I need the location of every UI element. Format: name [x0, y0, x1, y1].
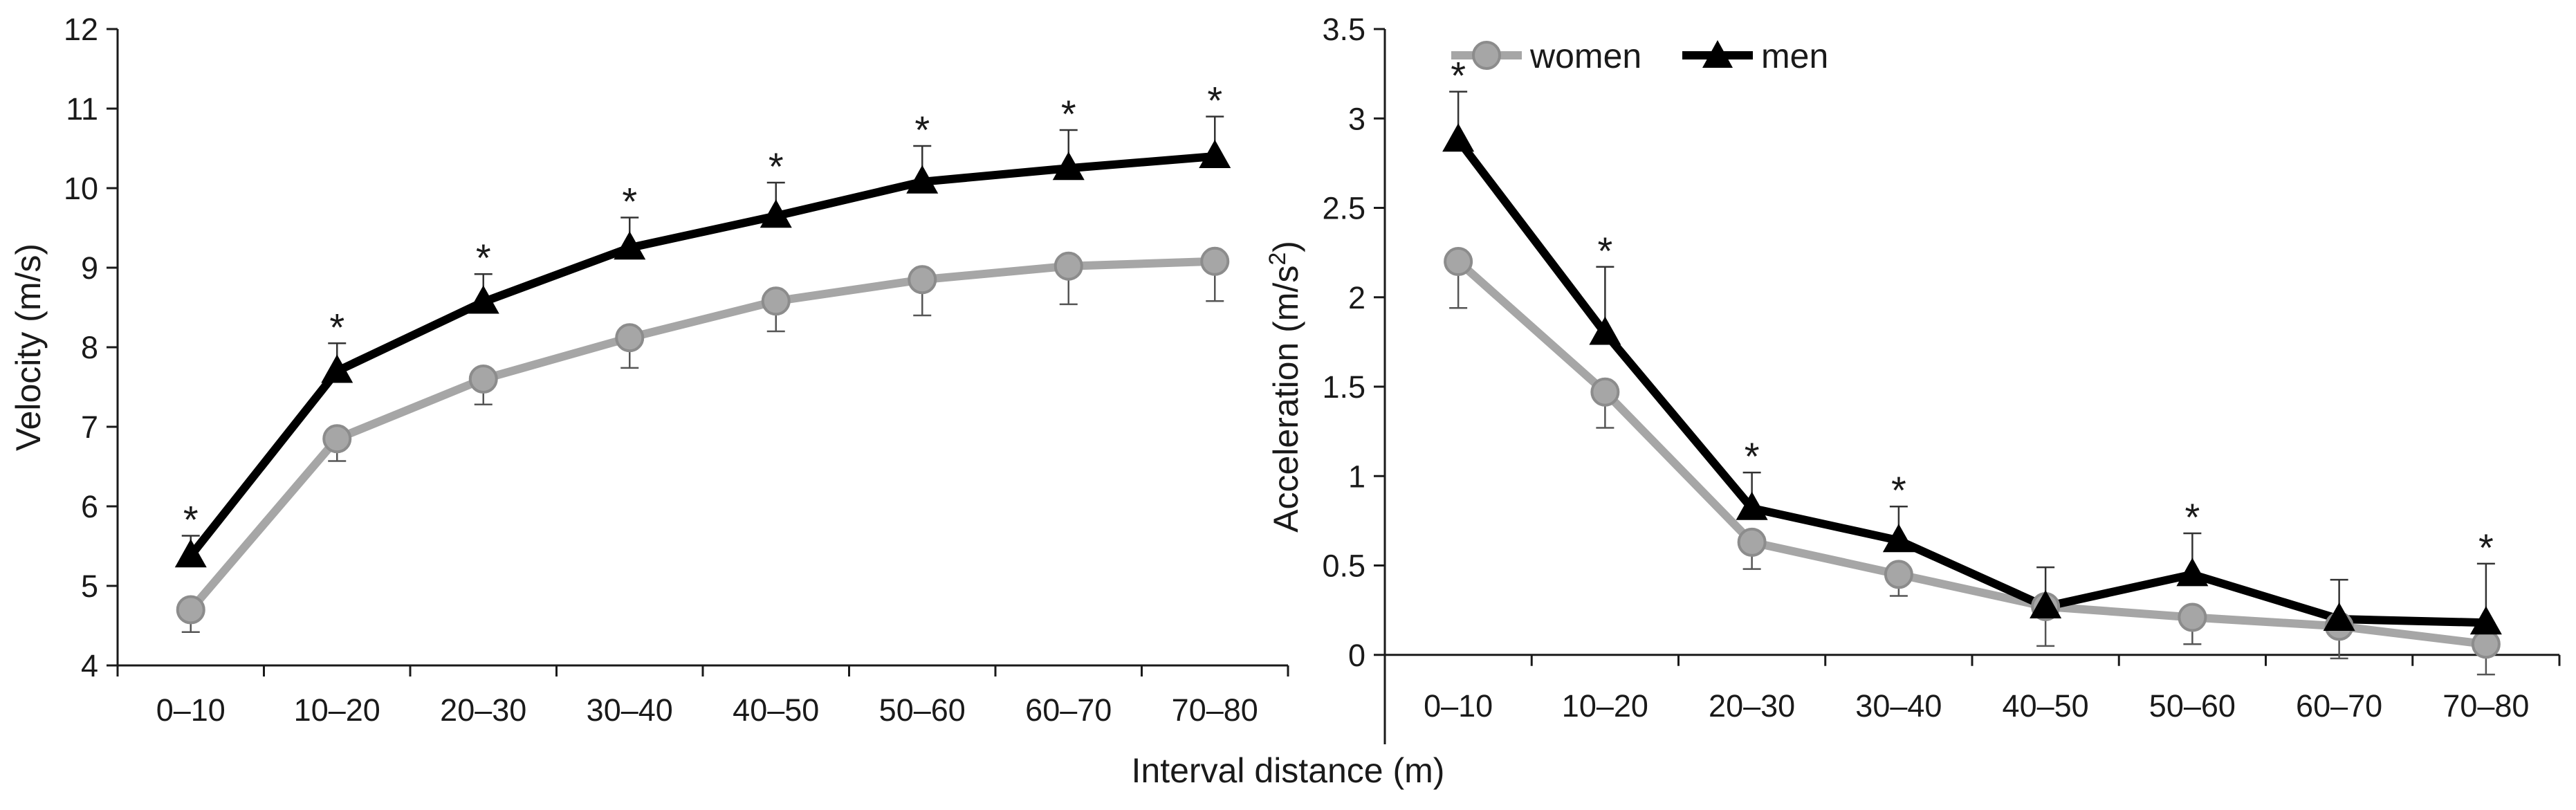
legend-men-label: men: [1761, 37, 1828, 75]
x-tick-label: 70–80: [2442, 688, 2529, 724]
significance-marker: *: [1207, 79, 1222, 122]
legend-men-marker: [1702, 40, 1733, 68]
y-axis-title-superscript: 2: [1264, 252, 1291, 266]
significance-marker: *: [476, 236, 491, 279]
y-tick-label: 1: [1348, 459, 1365, 494]
significance-marker: *: [329, 305, 344, 349]
women-point: [176, 595, 205, 625]
men-point: [174, 539, 207, 568]
women-point: [908, 265, 937, 295]
women-point: [1444, 247, 1473, 277]
y-tick-label: 1.5: [1322, 369, 1365, 405]
men-point: [760, 199, 792, 228]
y-tick-label: 3.5: [1322, 12, 1365, 47]
legend-women-marker: [1472, 41, 1501, 70]
y-tick-label: 4: [81, 648, 98, 683]
men-point: [1589, 316, 1621, 345]
x-tick-label: 30–40: [1855, 688, 1942, 724]
x-tick-label: 0–10: [1424, 688, 1493, 724]
y-tick-label: 0: [1348, 638, 1365, 673]
y-tick-label: 6: [81, 489, 98, 524]
men-point: [1199, 140, 1231, 168]
men-point: [2469, 606, 2502, 635]
women-point: [1737, 527, 1767, 557]
women-point: [2471, 629, 2501, 659]
significance-marker: *: [1061, 92, 1076, 136]
y-tick-label: 2: [1348, 280, 1365, 315]
significance-marker: *: [1451, 53, 1466, 97]
significance-marker: *: [914, 108, 930, 151]
y-tick-label: 12: [64, 12, 98, 47]
men-point: [2176, 558, 2209, 587]
men-point: [2323, 602, 2355, 632]
y-axis-title-end: ): [1267, 241, 1305, 252]
y-tick-label: 2.5: [1322, 191, 1365, 226]
women-point: [1590, 377, 1620, 407]
men-point: [614, 231, 646, 260]
women-point: [1200, 246, 1230, 276]
significance-marker: *: [1597, 229, 1612, 273]
x-tick-label: 10–20: [1562, 688, 1648, 724]
x-tick-label: 20–30: [1709, 688, 1795, 724]
acceleration-chart: 0 0.5 1 1.5 2 2.5 3 3.5 0–10 10–20 20–30 30–40 40–50…: [1264, 12, 2561, 744]
x-tick-label: 0–10: [156, 692, 226, 728]
men-point: [321, 354, 353, 383]
women-series-line: [1454, 257, 2490, 649]
x-tick-label: 50–60: [2149, 688, 2236, 724]
x-tick-label: 60–70: [1025, 692, 1112, 728]
x-tick-label: 60–70: [2296, 688, 2382, 724]
significance-marker: *: [1745, 434, 1760, 478]
x-tick-label: 20–30: [440, 692, 526, 728]
men-point: [1052, 151, 1085, 181]
y-tick-label: 7: [81, 409, 98, 445]
y-tick-label: 5: [81, 569, 98, 604]
women-point: [2178, 602, 2207, 632]
significance-marker: *: [2478, 526, 2494, 569]
velocity-chart: 4 5 6 7 8 9 10 11 12 0–10 10–20 20–30 30–40 40–50 50–6…: [9, 12, 1289, 728]
x-tick-label: 70–80: [1172, 692, 1258, 728]
women-series-line: [186, 257, 1220, 614]
shared-x-axis-label: Interval distance (m): [1131, 751, 1445, 790]
women-point: [615, 323, 645, 353]
women-point: [322, 424, 352, 454]
x-tick-label: 50–60: [879, 692, 966, 728]
men-series-line: [186, 152, 1220, 560]
men-point: [1882, 524, 1915, 553]
y-axis-title: Acceleration (m/s2): [1264, 241, 1305, 533]
y-tick-label: 0.5: [1322, 549, 1365, 584]
significance-marker: *: [1891, 468, 1906, 512]
legend-women-label: women: [1529, 37, 1641, 75]
significance-marker: *: [183, 498, 199, 542]
significance-marker: *: [622, 180, 637, 223]
women-point: [1054, 251, 1083, 281]
men-point: [1736, 491, 1768, 520]
legend: women men: [1451, 37, 1828, 75]
significance-marker: *: [2184, 495, 2200, 539]
y-tick-label: 9: [81, 250, 98, 286]
y-tick-label: 8: [81, 330, 98, 365]
y-axis-title-text: Acceleration (m/s: [1267, 266, 1305, 533]
y-tick-label: 10: [64, 171, 98, 206]
women-point: [468, 365, 498, 394]
women-point: [761, 286, 791, 316]
significance-marker: *: [769, 145, 784, 188]
y-axis-title-text: Velocity (m/s): [9, 243, 48, 451]
men-series-line: [1454, 136, 2490, 627]
x-tick-label: 30–40: [587, 692, 673, 728]
x-tick-label: 40–50: [733, 692, 819, 728]
men-point: [1442, 123, 1475, 152]
men-point: [2030, 589, 2062, 618]
x-tick-label: 40–50: [2003, 688, 2089, 724]
x-tick-label: 10–20: [294, 692, 380, 728]
y-tick-label: 11: [66, 91, 98, 127]
women-point: [1884, 560, 1913, 589]
y-axis-title: Velocity (m/s): [9, 243, 48, 451]
men-point: [906, 165, 939, 194]
men-point: [467, 285, 499, 314]
y-tick-label: 3: [1348, 101, 1365, 136]
